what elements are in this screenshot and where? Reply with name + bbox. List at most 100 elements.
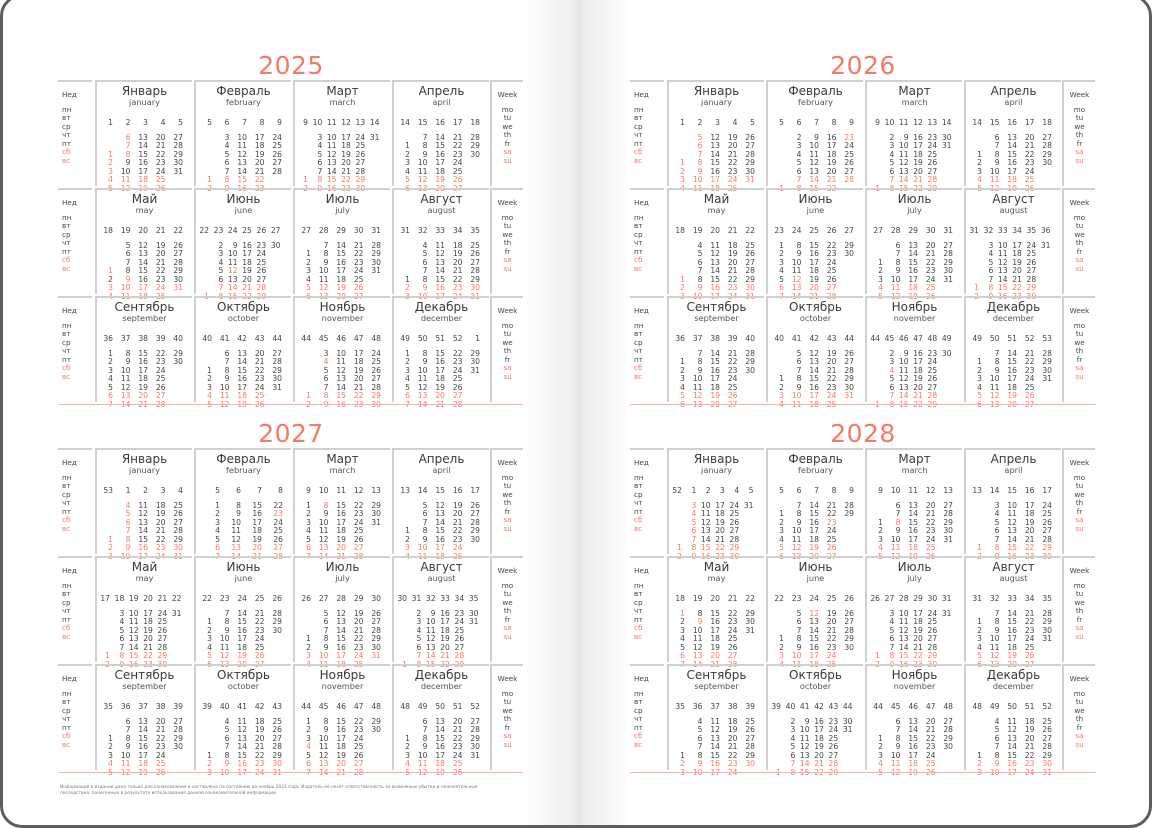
day-cell: 25 [155, 175, 166, 185]
day-cell: 5 [691, 517, 697, 527]
day-cell: 6 [306, 543, 311, 553]
weekday-label: сб [62, 363, 71, 373]
day-cell: 14 [237, 357, 247, 366]
day-cell: 17 [353, 348, 364, 358]
weekday-label: пн [62, 580, 72, 590]
day-cell: 26 [727, 391, 738, 401]
day-cell: 23 [925, 526, 936, 536]
day-cell: 15 [336, 249, 346, 258]
day-cell: 9 [697, 166, 703, 176]
week-column: 34 21 22 23 24 25 26 27 [1019, 558, 1035, 669]
week-number: 20 [710, 225, 720, 235]
day-cell: 18 [353, 357, 364, 366]
day-cell: 30 [173, 742, 183, 752]
day-cell: 17 [252, 517, 262, 527]
day-cell: 8 [697, 158, 703, 168]
day-cell: 8 [697, 357, 703, 366]
year-bottom-rule [58, 772, 523, 773]
day-cell: 15 [710, 608, 720, 618]
day-cell: 30 [173, 158, 183, 168]
day-cell: 23 [155, 274, 166, 284]
weekday-labels-en: Week mo tu we th fr sa su [1062, 664, 1095, 770]
day-cell: 19 [826, 158, 837, 168]
weekday-label: вт [62, 697, 71, 706]
day-cell: 7 [994, 742, 1000, 752]
day-cell: 24 [157, 608, 168, 618]
day-cell: 8 [224, 175, 230, 185]
day-cell: 13 [799, 750, 810, 760]
day-cell: 7 [323, 625, 329, 635]
day-cell: 9 [903, 132, 909, 142]
week-number: 50 [1007, 701, 1017, 711]
day-cell: 3 [323, 348, 329, 358]
day-cell: 29 [1042, 357, 1052, 366]
week-column: 20 15 16 17 18 19 20 21 [704, 558, 720, 669]
day-cell: 7 [994, 608, 1000, 618]
day-cell: 1 [680, 158, 685, 168]
day-cell: 28 [353, 768, 364, 777]
day-cell: 2 [796, 132, 802, 142]
day-cell: 13 [237, 733, 247, 743]
week-column: 16 19 20 21 22 23 24 25 [447, 450, 463, 561]
day-cell: 16 [435, 742, 445, 752]
day-cell: 20 [826, 357, 837, 366]
week-number: 49 [400, 333, 410, 343]
day-cell: 24 [353, 651, 364, 661]
day-cell: 27 [353, 759, 364, 769]
day-cell: 19 [336, 283, 346, 293]
week-number: 4 [732, 117, 738, 127]
weekday-labels-ru: Нед пн вт ср чт пт сб вс [630, 296, 664, 402]
day-cell: 12 [231, 534, 241, 544]
day-cell: 30 [745, 759, 755, 769]
day-cell: 15 [138, 149, 148, 159]
day-cell: 11 [336, 357, 346, 366]
weekday-label: вт [634, 113, 643, 122]
day-cell: 6 [224, 348, 230, 358]
day-cell: 16 [913, 348, 923, 358]
day-cell: 3 [977, 634, 982, 644]
month-june: Июнь june 23 1 2 3 4 5 6 7 24 8 9 10 11 12 13 14 25 15 16 17 1… [766, 188, 863, 301]
week-column: 53 1 2 3 [97, 450, 113, 561]
day-cell: 11 [417, 759, 428, 769]
day-cell: 12 [809, 608, 819, 618]
week-number: 11 [908, 485, 918, 495]
month-august: Август august 31 1 2 3 4 5 6 32 7 8 9 10 11 12 13 33 14 15 1… [964, 556, 1061, 669]
day-cell: 3 [977, 374, 982, 384]
day-cell: 2 [790, 716, 796, 726]
day-cell: 12 [227, 266, 238, 276]
day-cell: 3 [224, 132, 230, 142]
day-cell: 27 [1024, 400, 1035, 409]
day-cell: 2 [977, 158, 982, 168]
day-cell: 3 [207, 382, 212, 392]
day-cell: 28 [745, 266, 755, 276]
day-cell: 11 [692, 382, 703, 392]
week-number: 6 [236, 485, 241, 495]
day-cell: 21 [254, 357, 265, 366]
day-cell: 8 [697, 750, 703, 760]
day-cell: 18 [138, 175, 148, 185]
day-cell: 31 [941, 141, 952, 150]
day-cell: 29 [927, 400, 938, 409]
day-cell: 28 [256, 283, 267, 293]
weekday-label: ср [62, 597, 71, 607]
day-cell: 12 [791, 543, 802, 553]
day-cell: 7 [119, 642, 125, 652]
month-name-en: may [135, 205, 154, 215]
day-cell: 27 [844, 357, 854, 366]
week-column: 36 4 5 6 7 8 9 10 [687, 666, 703, 777]
week-number: 35 [103, 701, 113, 711]
month-name-ru: Август [420, 560, 463, 574]
day-cell: 6 [317, 158, 323, 168]
month-may: Май may 17 1 2 18 3 4 5 6 7 8 9 19 10 11 12 13 14 15 16 20 17 1… [95, 556, 192, 669]
day-cell: 15 [710, 158, 720, 168]
day-cell: 14 [908, 725, 918, 734]
week-number: 44 [272, 333, 282, 343]
day-cell: 22 [826, 509, 837, 518]
week-number: 44 [844, 333, 854, 343]
weekday-labels-ru: Нед пн вт ср чт пт сб вс [58, 188, 92, 294]
day-cell: 30 [745, 283, 755, 293]
week-number: 24 [791, 225, 802, 235]
month-name-ru: Апрель [990, 452, 1037, 466]
day-cell: 28 [745, 742, 755, 752]
day-cell: 28 [927, 391, 938, 401]
